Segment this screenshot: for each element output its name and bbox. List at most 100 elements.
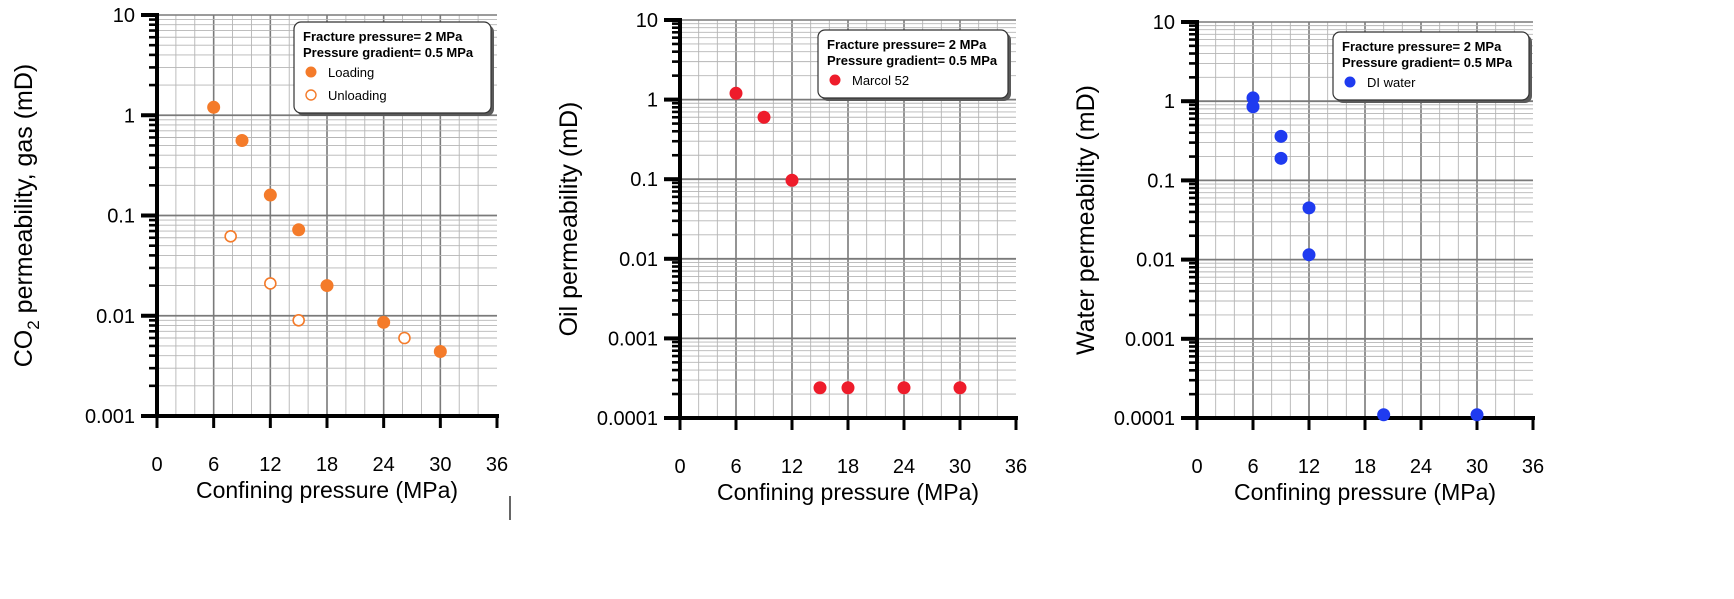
chart3-data-point bbox=[1470, 408, 1484, 422]
chart1-legend-label: Loading bbox=[328, 65, 374, 80]
chart1-legend-label: Unloading bbox=[328, 88, 387, 103]
chart1-x-axis-label: Confining pressure (MPa) bbox=[196, 477, 458, 503]
chart1-y-axis-label: CO2 permeability, gas (mD) bbox=[10, 64, 43, 368]
chart3-series-1 bbox=[1246, 91, 1484, 422]
chart3-legend-title: Fracture pressure= 2 MPa bbox=[1342, 39, 1502, 54]
chart1-legend-title: Fracture pressure= 2 MPa bbox=[303, 29, 463, 44]
chart1-y-axis-label-main: CO bbox=[10, 330, 38, 368]
chart2-data-point bbox=[757, 110, 771, 124]
chart1-x-tick-label: 12 bbox=[259, 454, 281, 476]
chart2-data-point bbox=[813, 381, 827, 395]
chart1-data-point bbox=[263, 188, 277, 202]
chart1-data-point bbox=[207, 100, 221, 114]
chart1-data-point bbox=[224, 230, 237, 243]
chart3-legend-title: Pressure gradient= 0.5 MPa bbox=[1342, 55, 1513, 70]
chart2-x-tick-label: 12 bbox=[781, 456, 803, 478]
chart1-legend-marker bbox=[305, 66, 317, 78]
chart2-y-tick-label: 0.001 bbox=[608, 328, 658, 350]
chart1-data-point bbox=[398, 331, 411, 345]
chart1-x-tick-label: 6 bbox=[208, 454, 219, 476]
chart2-y-axis-label: Oil permeability (mD) bbox=[555, 102, 583, 337]
chart2-x-axis-label: Confining pressure (MPa) bbox=[717, 479, 979, 505]
chart2-legend-box bbox=[817, 29, 1009, 99]
chart2-legend-label: Marcol 52 bbox=[852, 73, 909, 88]
chart3-x-tick-label: 0 bbox=[1191, 456, 1202, 478]
chart3-x-tick-label: 36 bbox=[1522, 456, 1544, 478]
chart1-data-point bbox=[433, 344, 447, 358]
chart1-data-point bbox=[292, 223, 306, 237]
chart3-data-point bbox=[1377, 408, 1391, 422]
chart1-data-point bbox=[320, 279, 334, 293]
chart2-legend-title: Fracture pressure= 2 MPa bbox=[827, 37, 987, 52]
chart2-y-tick-label: 0.1 bbox=[630, 169, 658, 191]
chart2: 0.0001 0.001 0.01 0.1 1 10 0 6 12 18 24 30 36 Confini… bbox=[555, 10, 1027, 505]
chart2-series-1 bbox=[729, 86, 967, 395]
chart1-y-axis-label-subscript: 2 bbox=[24, 320, 43, 329]
chart1-y-tick-label: 10 bbox=[113, 5, 135, 27]
chart2-data-point bbox=[953, 381, 967, 395]
chart1-x-tick-label: 24 bbox=[373, 454, 395, 476]
chart2-y-axis-label-main: Oil permeability (mD) bbox=[555, 102, 583, 337]
chart2-x-tick-label: 36 bbox=[1005, 456, 1027, 478]
chart1-series-1 bbox=[207, 100, 447, 358]
chart2-data-point bbox=[841, 381, 855, 395]
chart3-x-tick-label: 12 bbox=[1298, 456, 1320, 478]
chart3-y-tick-label: 0.01 bbox=[1136, 250, 1175, 272]
chart2-legend-title: Pressure gradient= 0.5 MPa bbox=[827, 53, 998, 68]
chart3-x-axis-label: Confining pressure (MPa) bbox=[1234, 479, 1496, 505]
chart1-y-tick-label: 0.01 bbox=[96, 306, 135, 328]
chart3-x-tick-label: 24 bbox=[1410, 456, 1432, 478]
chart2-y-tick-label: 0.01 bbox=[619, 249, 658, 271]
chart2-y-tick-label: 1 bbox=[647, 90, 658, 112]
chart2-x-tick-label: 6 bbox=[730, 456, 741, 478]
chart3-x-tick-label: 18 bbox=[1354, 456, 1376, 478]
chart1-legend-title: Pressure gradient= 0.5 MPa bbox=[303, 45, 474, 60]
chart3-data-point bbox=[1302, 248, 1316, 262]
chart3-y-tick-label: 1 bbox=[1164, 91, 1175, 113]
chart1-data-point bbox=[377, 315, 391, 329]
chart3-legend-box bbox=[1332, 31, 1530, 101]
chart2-data-point bbox=[897, 381, 911, 395]
chart3-y-tick-label: 0.1 bbox=[1147, 170, 1175, 192]
chart1-data-point bbox=[292, 314, 305, 327]
chart1-x-tick-label: 18 bbox=[316, 454, 338, 476]
chart1-legend-marker bbox=[305, 89, 317, 101]
chart3-data-point bbox=[1302, 201, 1316, 215]
chart3-legend-label: DI water bbox=[1367, 75, 1416, 90]
chart2-x-tick-label: 30 bbox=[949, 456, 971, 478]
chart3-y-tick-label: 0.0001 bbox=[1114, 408, 1175, 430]
chart1-x-tick-label: 30 bbox=[429, 454, 451, 476]
chart3-y-tick-label: 0.001 bbox=[1125, 329, 1175, 351]
chart1-data-point bbox=[235, 133, 249, 147]
chart1-y-tick-label: 0.1 bbox=[107, 206, 135, 228]
chart1-data-point bbox=[264, 277, 277, 290]
chart3-y-axis-label: Water permeability (mD) bbox=[1072, 85, 1100, 355]
chart1-series-2 bbox=[224, 230, 411, 345]
chart2-legend-marker bbox=[829, 74, 841, 86]
chart1-legend-box bbox=[293, 21, 492, 114]
chart1-y-axis-label-rest: permeability, gas (mD) bbox=[10, 64, 38, 321]
chart1-y-tick-label: 0.001 bbox=[85, 406, 135, 428]
chart1: 0.001 0.01 0.1 1 10 0 6 12 18 24 30 36 Confining pre… bbox=[10, 5, 508, 503]
chart2-x-tick-label: 24 bbox=[893, 456, 915, 478]
chart2-data-point bbox=[729, 86, 743, 100]
chart2-grid bbox=[680, 19, 1016, 418]
chart2-x-tick-label: 18 bbox=[837, 456, 859, 478]
chart3-data-point bbox=[1246, 100, 1260, 114]
chart3-data-point bbox=[1274, 151, 1288, 165]
chart2-y-tick-label: 0.0001 bbox=[597, 408, 658, 430]
chart3-y-tick-label: 10 bbox=[1153, 12, 1175, 34]
chart2-data-point bbox=[785, 173, 799, 187]
chart2-x-tick-label: 0 bbox=[674, 456, 685, 478]
chart3-data-point bbox=[1274, 129, 1288, 143]
chart3-y-axis-label-main: Water permeability (mD) bbox=[1072, 85, 1100, 355]
chart3: 0.0001 0.001 0.01 0.1 1 10 0 6 12 18 24 30 36 Confini… bbox=[1072, 12, 1544, 505]
chart1-x-tick-label: 0 bbox=[151, 454, 162, 476]
chart3-x-tick-label: 6 bbox=[1247, 456, 1258, 478]
chart1-y-tick-label: 1 bbox=[124, 105, 135, 127]
chart3-x-tick-label: 30 bbox=[1466, 456, 1488, 478]
